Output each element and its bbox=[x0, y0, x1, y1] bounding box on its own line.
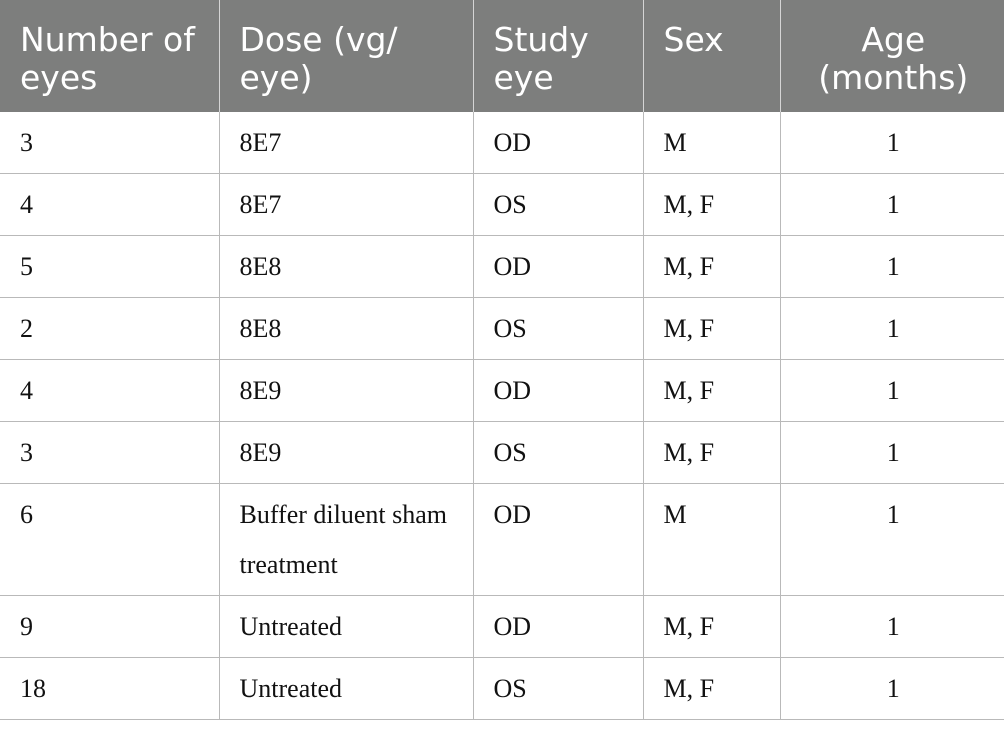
cell-study-eye: OD bbox=[472, 359, 643, 422]
cell-number-of-eyes: 18 bbox=[0, 657, 219, 720]
cell-sex: M, F bbox=[642, 173, 780, 236]
header-age: Age (months) bbox=[779, 0, 1004, 112]
cell-age: 1 bbox=[779, 359, 1004, 422]
table-row: 3 8E9 OS M, F 1 bbox=[0, 421, 1004, 484]
cell-number-of-eyes: 3 bbox=[0, 421, 219, 484]
table-row: 2 8E8 OS M, F 1 bbox=[0, 297, 1004, 360]
cell-dose: Buffer diluent sham treatment bbox=[218, 483, 473, 596]
cell-number-of-eyes: 9 bbox=[0, 595, 219, 658]
cell-study-eye: OS bbox=[472, 421, 643, 484]
cell-sex: M, F bbox=[642, 359, 780, 422]
cell-age: 1 bbox=[779, 483, 1004, 596]
cell-sex: M, F bbox=[642, 595, 780, 658]
cell-age: 1 bbox=[779, 235, 1004, 298]
cell-study-eye: OS bbox=[472, 173, 643, 236]
cell-dose: 8E8 bbox=[218, 297, 473, 360]
cell-study-eye: OD bbox=[472, 235, 643, 298]
cell-number-of-eyes: 3 bbox=[0, 112, 219, 174]
cell-number-of-eyes: 2 bbox=[0, 297, 219, 360]
cell-study-eye: OD bbox=[472, 595, 643, 658]
cell-sex: M, F bbox=[642, 297, 780, 360]
cell-age: 1 bbox=[779, 173, 1004, 236]
cell-number-of-eyes: 5 bbox=[0, 235, 219, 298]
cell-sex: M bbox=[642, 483, 780, 596]
cell-dose: Untreated bbox=[218, 657, 473, 720]
header-study-eye: Study eye bbox=[472, 0, 643, 112]
header-sex: Sex bbox=[642, 0, 780, 112]
cell-age: 1 bbox=[779, 297, 1004, 360]
cell-dose: Untreated bbox=[218, 595, 473, 658]
table-row: 18 Untreated OS M, F 1 bbox=[0, 657, 1004, 720]
cell-sex: M bbox=[642, 112, 780, 174]
cell-dose: 8E8 bbox=[218, 235, 473, 298]
cell-age: 1 bbox=[779, 421, 1004, 484]
cell-dose: 8E9 bbox=[218, 359, 473, 422]
header-row: Number of eyes Dose (vg/ eye) Study eye … bbox=[0, 0, 1004, 112]
header-number-of-eyes: Number of eyes bbox=[0, 0, 219, 112]
cell-sex: M, F bbox=[642, 235, 780, 298]
cell-number-of-eyes: 4 bbox=[0, 359, 219, 422]
cell-sex: M, F bbox=[642, 657, 780, 720]
cell-age: 1 bbox=[779, 595, 1004, 658]
cell-dose: 8E9 bbox=[218, 421, 473, 484]
cell-study-eye: OD bbox=[472, 483, 643, 596]
table-row: 4 8E9 OD M, F 1 bbox=[0, 359, 1004, 422]
table-row: 6 Buffer diluent sham treatment OD M 1 bbox=[0, 483, 1004, 596]
cell-number-of-eyes: 4 bbox=[0, 173, 219, 236]
header-dose: Dose (vg/ eye) bbox=[218, 0, 473, 112]
cell-dose: 8E7 bbox=[218, 112, 473, 174]
cell-dose: 8E7 bbox=[218, 173, 473, 236]
cell-number-of-eyes: 6 bbox=[0, 483, 219, 596]
data-table: Number of eyes Dose (vg/ eye) Study eye … bbox=[0, 0, 1004, 720]
cell-sex: M, F bbox=[642, 421, 780, 484]
table-row: 3 8E7 OD M 1 bbox=[0, 112, 1004, 174]
table-row: 5 8E8 OD M, F 1 bbox=[0, 235, 1004, 298]
cell-study-eye: OS bbox=[472, 297, 643, 360]
table-row: 9 Untreated OD M, F 1 bbox=[0, 595, 1004, 658]
cell-age: 1 bbox=[779, 112, 1004, 174]
cell-age: 1 bbox=[779, 657, 1004, 720]
cell-study-eye: OS bbox=[472, 657, 643, 720]
table-row: 4 8E7 OS M, F 1 bbox=[0, 173, 1004, 236]
cell-study-eye: OD bbox=[472, 112, 643, 174]
